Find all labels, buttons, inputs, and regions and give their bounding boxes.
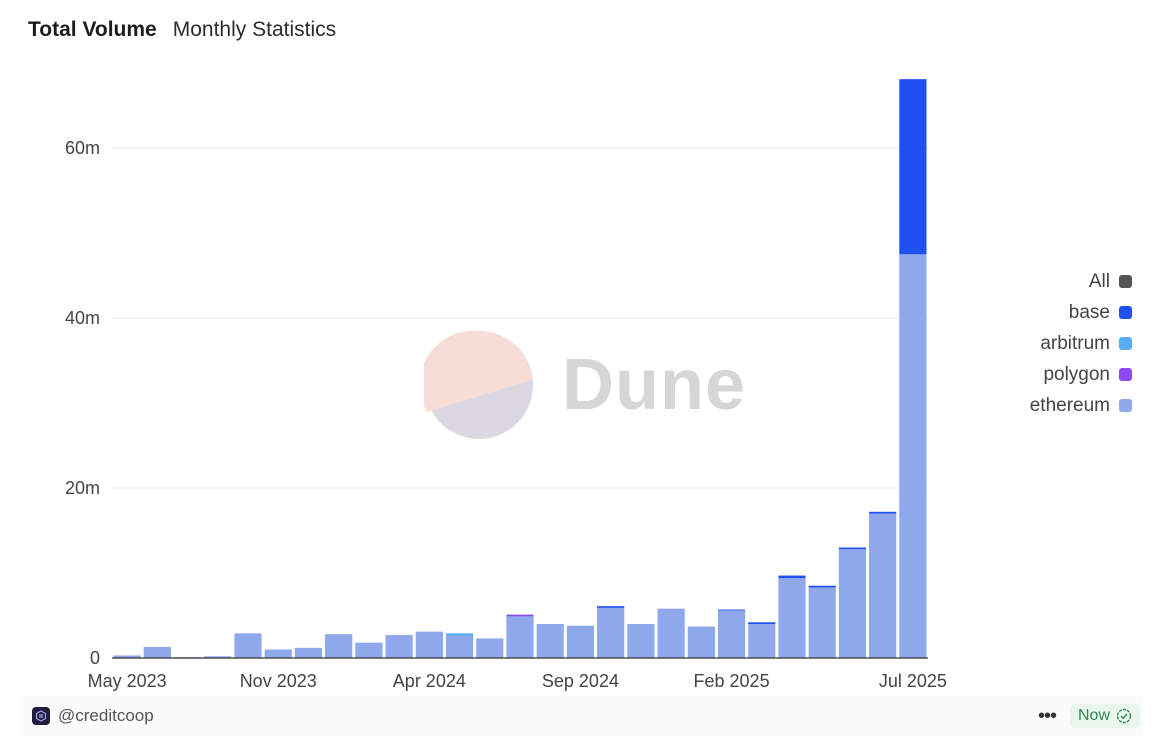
y-axis: 0 20m 40m 60m xyxy=(65,138,928,668)
bar-ethereum-feb-2025[interactable] xyxy=(748,624,776,658)
legend-swatch xyxy=(1119,368,1132,381)
bar-ethereum-feb-2024[interactable] xyxy=(385,635,413,658)
bar-ethereum-aug-2024[interactable] xyxy=(566,625,595,658)
more-options-button[interactable]: ••• xyxy=(1037,704,1057,727)
legend-swatch xyxy=(1119,306,1132,319)
x-tick-label: May 2023 xyxy=(88,671,167,691)
x-tick-label: Apr 2024 xyxy=(393,671,466,691)
bar-ethereum-may-2023[interactable] xyxy=(113,655,141,658)
bar-base-jan-2025[interactable] xyxy=(717,609,746,611)
bar-ethereum-may-2024[interactable] xyxy=(476,638,504,658)
legend-item-ethereum[interactable]: ethereum xyxy=(1030,390,1132,421)
bar-ethereum-oct-2023[interactable] xyxy=(264,649,292,659)
bar-ethereum-nov-2024[interactable] xyxy=(657,608,685,658)
legend-label: All xyxy=(1088,270,1110,292)
bar-ethereum-aug-2023[interactable] xyxy=(204,656,232,658)
dune-logo-icon xyxy=(424,330,533,439)
x-tick-label: Jul 2025 xyxy=(879,671,947,691)
y-tick-label: 0 xyxy=(90,648,100,668)
bar-ethereum-sep-2023[interactable] xyxy=(234,633,262,658)
bars xyxy=(113,79,927,659)
bar-ethereum-jan-2024[interactable] xyxy=(355,642,383,658)
y-tick-label: 40m xyxy=(65,308,100,328)
legend-item-arbitrum[interactable]: arbitrum xyxy=(1030,328,1132,359)
x-axis: May 2023 Nov 2023 Apr 2024 Sep 2024 Feb 2025… xyxy=(88,671,947,691)
chart-footer: @creditcoop ••• Now xyxy=(20,696,1142,736)
legend-label: ethereum xyxy=(1029,394,1110,416)
author-name: @creditcoop xyxy=(58,706,154,725)
legend-item-polygon[interactable]: polygon xyxy=(1030,359,1132,390)
bar-base-jun-2025[interactable] xyxy=(869,511,897,514)
bar-ethereum-oct-2024[interactable] xyxy=(627,624,655,658)
y-tick-label: 20m xyxy=(65,478,100,498)
legend-swatch xyxy=(1119,399,1132,412)
bar-ethereum-mar-2024[interactable] xyxy=(415,631,443,658)
bar-ethereum-dec-2024[interactable] xyxy=(687,626,715,658)
bar-ethereum-jun-2025[interactable] xyxy=(869,513,897,659)
bar-base-jul-2025[interactable] xyxy=(899,79,927,255)
x-tick-label: Feb 2025 xyxy=(694,671,770,691)
gridlines xyxy=(112,147,928,489)
legend-item-base[interactable]: base xyxy=(1030,297,1132,328)
bar-ethereum-mar-2025[interactable] xyxy=(778,578,806,658)
bar-polygon-jun-2024[interactable] xyxy=(506,614,534,617)
bar-ethereum-jul-2024[interactable] xyxy=(536,624,564,658)
legend: All base arbitrum polygon ethereum xyxy=(1030,266,1132,421)
bar-base-feb-2025[interactable] xyxy=(748,622,776,624)
creditcoop-avatar-icon xyxy=(32,707,50,725)
legend-item-all[interactable]: All xyxy=(1030,266,1132,297)
bar-base-sep-2024[interactable] xyxy=(597,606,625,608)
bar-ethereum-may-2025[interactable] xyxy=(838,549,867,658)
bar-base-mar-2025[interactable] xyxy=(778,575,806,579)
refresh-status-badge[interactable]: Now xyxy=(1069,704,1140,728)
y-tick-label: 60m xyxy=(65,138,100,158)
legend-swatch xyxy=(1119,337,1132,350)
bar-ethereum-jul-2025[interactable] xyxy=(899,254,927,658)
status-label: Now xyxy=(1077,707,1110,724)
bar-ethereum-nov-2023[interactable] xyxy=(294,647,323,658)
bar-base-may-2025[interactable] xyxy=(838,547,867,550)
bar-ethereum-sep-2024[interactable] xyxy=(597,607,625,658)
bar-ethereum-apr-2024[interactable] xyxy=(445,635,474,658)
legend-label: polygon xyxy=(1043,363,1110,385)
chart-header: Total Volume Monthly Statistics xyxy=(28,18,336,42)
legend-swatch xyxy=(1119,275,1132,288)
legend-label: base xyxy=(1068,301,1110,323)
x-tick-label: Nov 2023 xyxy=(240,671,317,691)
legend-label: arbitrum xyxy=(1040,332,1110,354)
watermark-text: Dune xyxy=(562,345,746,425)
bar-ethereum-jan-2025[interactable] xyxy=(717,610,746,658)
author-link[interactable]: @creditcoop xyxy=(20,706,154,726)
footer-tools: ••• Now xyxy=(1038,704,1142,728)
bar-arbitrum-apr-2024[interactable] xyxy=(445,633,474,636)
chart-subtitle: Monthly Statistics xyxy=(172,18,337,41)
check-badge-icon xyxy=(1116,708,1132,724)
chart-title: Total Volume xyxy=(28,18,157,41)
bar-ethereum-jun-2024[interactable] xyxy=(506,616,534,658)
x-tick-label: Sep 2024 xyxy=(542,671,619,691)
dune-watermark: Dune xyxy=(424,330,746,440)
bar-ethereum-apr-2025[interactable] xyxy=(808,587,836,658)
bar-base-apr-2025[interactable] xyxy=(808,585,836,588)
bar-ethereum-jun-2023[interactable] xyxy=(143,646,171,658)
bar-ethereum-dec-2023[interactable] xyxy=(325,634,353,658)
